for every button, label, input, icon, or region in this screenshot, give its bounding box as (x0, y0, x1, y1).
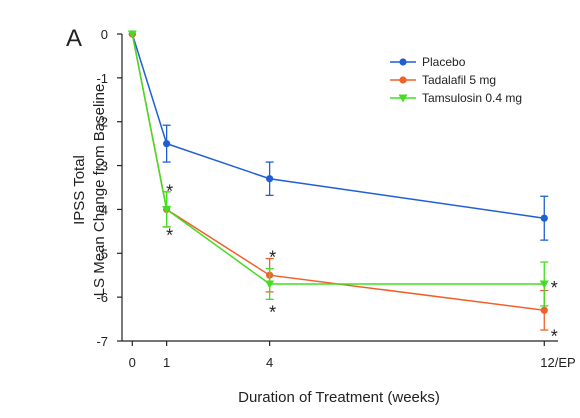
y-tick-label: -2 (96, 115, 108, 130)
x-tick-label: 4 (266, 355, 273, 370)
data-point (163, 140, 171, 148)
y-tick-label: -4 (96, 202, 108, 217)
significance-star: * (269, 247, 276, 267)
y-tick-label: -6 (96, 290, 108, 305)
series-line (131, 33, 545, 219)
legend-label: Tamsulosin 0.4 mg (422, 91, 522, 105)
y-tick-label: 0 (101, 27, 108, 42)
y-tick-label: -5 (96, 246, 108, 261)
x-axis-title: Duration of Treatment (weeks) (238, 389, 440, 406)
data-point (162, 205, 172, 214)
legend-marker (398, 94, 408, 103)
data-point (539, 280, 549, 289)
x-tick-label: 1 (163, 355, 170, 370)
legend-label: Placebo (422, 55, 466, 69)
data-point (265, 280, 275, 289)
x-tick-label: 0 (129, 355, 136, 370)
significance-star: * (166, 182, 173, 202)
legend: Placebo Tadalafil 5 mg Tamsulosin 0.4 mg (390, 55, 522, 105)
legend-label: Tadalafil 5 mg (422, 73, 496, 87)
x-tick-label: 12/EP (540, 355, 575, 370)
series-line (131, 33, 545, 285)
panel-label: A (66, 25, 82, 52)
significance-star: * (551, 278, 558, 298)
data-point (540, 306, 548, 314)
legend-marker (399, 76, 407, 84)
series-0 (128, 30, 549, 241)
significance-star: * (269, 302, 276, 322)
y-axis-title-line2: LS Mean Change from Baseline (91, 84, 108, 297)
plot-area: * * * * * * (127, 30, 558, 346)
significance-star: * (166, 226, 173, 246)
y-tick-label: -7 (96, 334, 108, 349)
y-tick-label: -1 (96, 71, 108, 86)
axes: 0 -1 -2 -3 -4 -5 -6 -7 0 1 4 12/EP (96, 27, 575, 370)
series-2 (127, 30, 549, 307)
data-point (127, 30, 137, 39)
data-point (540, 214, 548, 222)
y-axis-title: IPSS Total LS Mean Change from Baseline (71, 84, 108, 297)
data-point (266, 175, 274, 183)
significance-star: * (551, 326, 558, 346)
y-axis-title-line1: IPSS Total (71, 155, 88, 225)
y-tick-label: -3 (96, 159, 108, 174)
legend-marker (399, 58, 407, 66)
